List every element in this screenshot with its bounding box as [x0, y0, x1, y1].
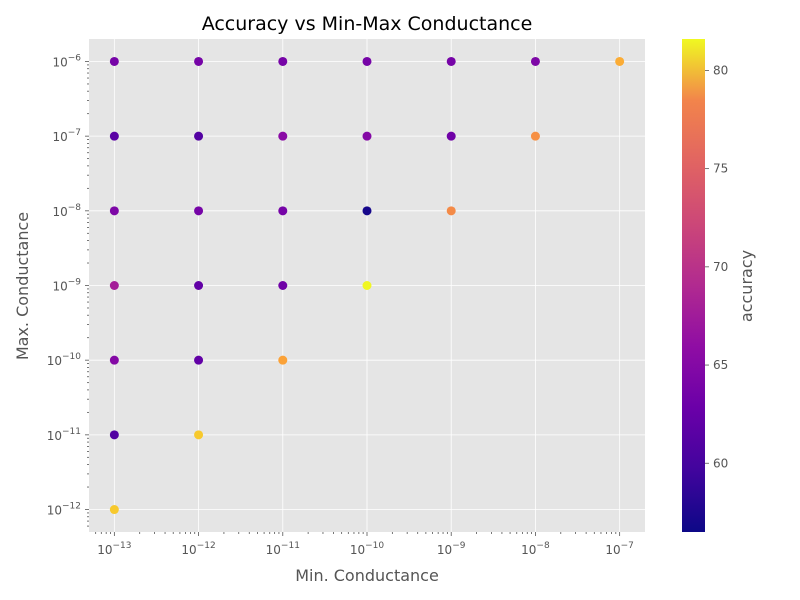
data-point: [109, 206, 119, 216]
data-point: [446, 131, 456, 141]
colorbar-tick-label: 75: [713, 162, 728, 176]
data-point: [278, 206, 288, 216]
data-point: [446, 56, 456, 66]
data-point: [109, 56, 119, 66]
y-tick-labels: 10−12 10−11 10−10 10−9 10−8 10−7 10−6: [47, 53, 82, 517]
colorbar-tick-label: 70: [713, 260, 728, 274]
data-points: [109, 56, 625, 515]
colorbar-ticks: 60 65 70 75 80: [705, 63, 728, 470]
data-point: [194, 355, 204, 365]
data-point: [109, 355, 119, 365]
y-tick-label: 10−6: [52, 53, 81, 69]
x-tick-label: 10−8: [521, 541, 550, 557]
y-tick-label: 10−9: [52, 278, 81, 294]
x-tick-labels: 10−13 10−12 10−11 10−10 10−9 10−8 10−7: [97, 541, 634, 557]
data-point: [446, 206, 456, 216]
colorbar: [682, 39, 705, 532]
data-point: [194, 206, 204, 216]
y-tick-label: 10−8: [52, 203, 81, 219]
data-point: [278, 56, 288, 66]
data-point: [194, 430, 204, 440]
y-tick-label: 10−11: [47, 427, 81, 443]
x-tick-label: 10−13: [97, 541, 131, 557]
y-tick-label: 10−7: [52, 128, 81, 144]
data-point: [530, 56, 540, 66]
x-tick-label: 10−10: [350, 541, 385, 557]
data-point: [362, 56, 372, 66]
x-axis-label: Min. Conductance: [295, 566, 439, 585]
data-point: [362, 206, 372, 216]
chart-title: Accuracy vs Min-Max Conductance: [202, 13, 533, 35]
data-point: [109, 281, 119, 290]
colorbar-tick-label: 80: [713, 63, 728, 77]
data-point: [278, 355, 288, 365]
colorbar-label: accuracy: [737, 250, 756, 322]
data-point: [362, 131, 372, 141]
data-point: [362, 281, 372, 290]
data-point: [615, 56, 625, 66]
data-point: [194, 281, 204, 290]
x-tick-label: 10−12: [181, 541, 215, 557]
x-tick-label: 10−11: [266, 541, 300, 557]
minor-ticks: [85, 61, 621, 536]
data-point: [278, 131, 288, 141]
colorbar-tick-label: 60: [713, 456, 728, 470]
x-tick-label: 10−9: [437, 541, 466, 557]
x-tick-label: 10−7: [605, 541, 634, 557]
data-point: [278, 281, 288, 290]
data-point: [109, 131, 119, 141]
colorbar-tick-label: 65: [713, 358, 728, 372]
data-point: [109, 505, 119, 515]
data-point: [194, 56, 204, 66]
y-tick-label: 10−12: [47, 502, 81, 518]
y-axis-label: Max. Conductance: [13, 212, 32, 360]
data-point: [109, 430, 119, 440]
data-point: [530, 131, 540, 141]
y-tick-label: 10−10: [47, 352, 82, 368]
data-point: [194, 131, 204, 141]
